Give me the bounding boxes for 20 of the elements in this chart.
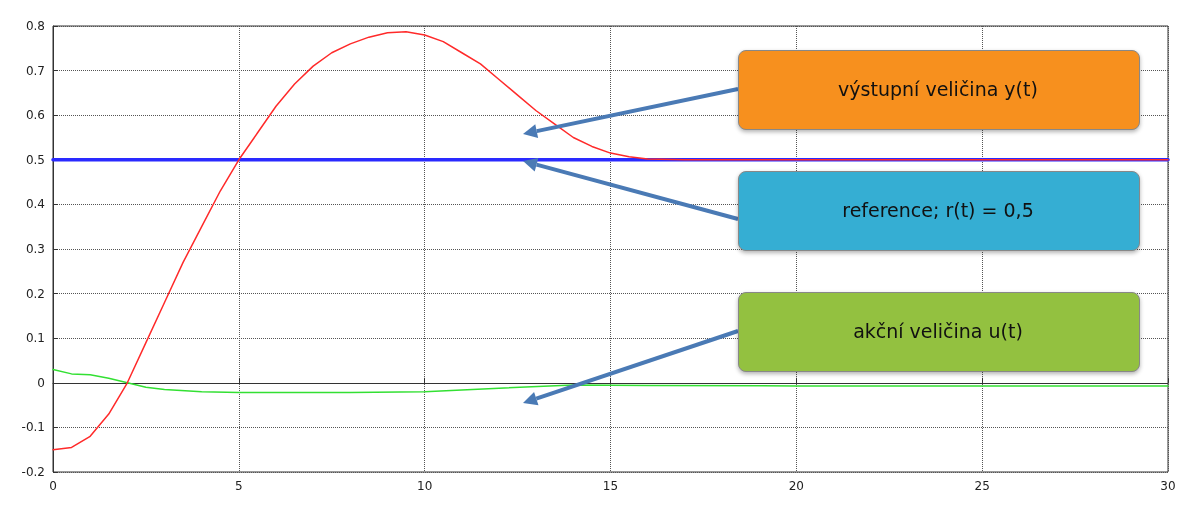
line-series [52, 368, 1169, 394]
y-tick-label: 0.7 [25, 63, 45, 78]
x-tick-label: 0 [49, 479, 57, 493]
x-tick-label: 10 [417, 479, 433, 493]
y-tick-label: 0.5 [25, 152, 45, 167]
x-tick-label: 25 [974, 479, 990, 493]
y-tick-label: -0.1 [21, 420, 45, 435]
y-tick-label: 0.1 [25, 331, 45, 346]
y-tick-label: 0 [37, 375, 45, 390]
y-tick-label: 0.4 [25, 197, 45, 212]
x-tick-label: 5 [235, 479, 243, 493]
y-tick-label: 0.6 [25, 108, 45, 123]
y-tick-label: 0.2 [25, 286, 45, 301]
x-tick-label: 15 [602, 479, 619, 493]
line-series [52, 31, 1169, 451]
x-tick-label: 30 [1160, 479, 1176, 493]
y-tick-label: 0.3 [25, 242, 45, 256]
y-tick-label: 0.8 [25, 19, 45, 33]
y-tick-label: -0.2 [21, 465, 45, 479]
x-tick-label: 20 [788, 479, 804, 493]
